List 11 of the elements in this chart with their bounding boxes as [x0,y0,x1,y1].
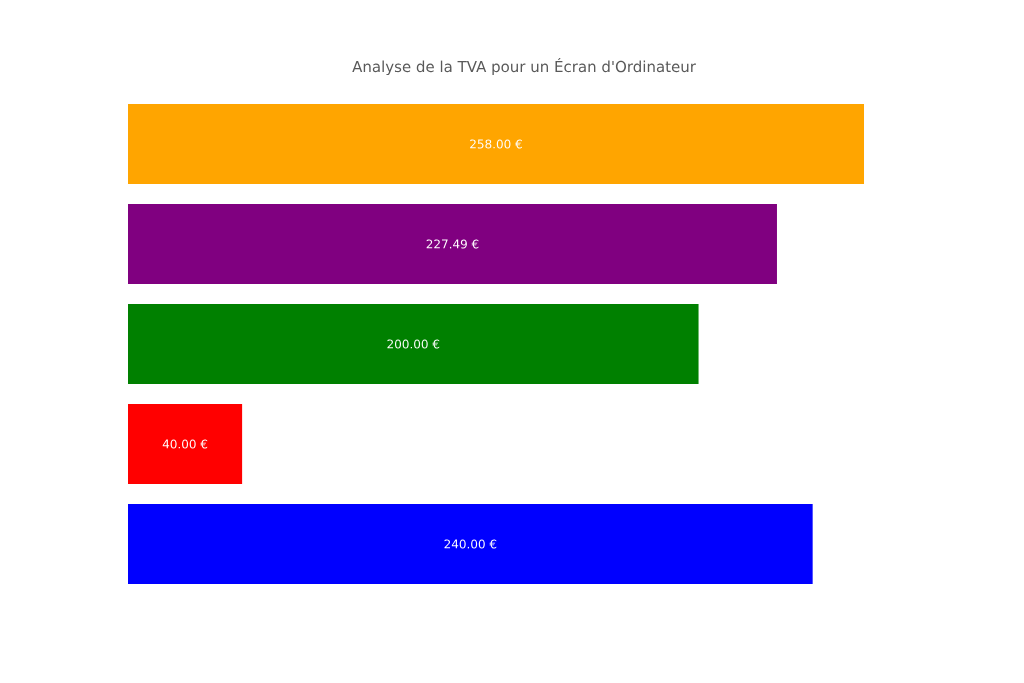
bar [128,504,813,584]
data-label: 227.49 € [426,239,479,249]
data-label: 258.00 € [470,139,522,149]
bar [128,404,243,485]
data-label: 240.00 € [444,539,497,549]
bar [128,304,699,384]
bar [128,204,777,284]
data-label: 40.00 € [162,439,208,449]
chart-title: Analyse de la TVA pour un Écran d'Ordinateur [352,58,696,76]
bar [128,104,865,184]
data-label: 200.00 € [387,339,440,349]
